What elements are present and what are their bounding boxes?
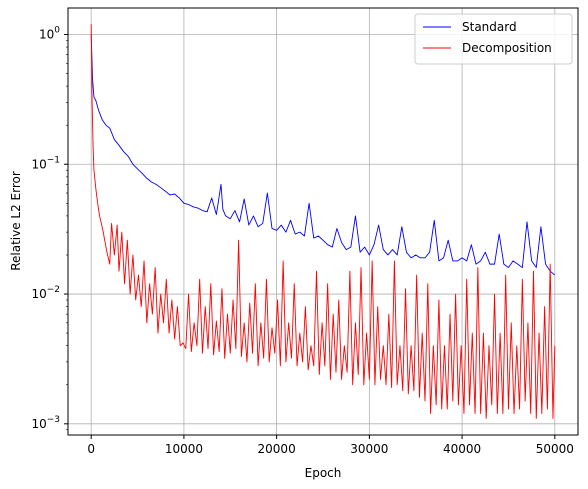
x-tick-label: 30000 <box>350 442 388 456</box>
legend: Standard Decomposition <box>414 13 573 65</box>
y-tick-label: 100 <box>39 25 60 41</box>
series-line-decomposition <box>90 24 556 419</box>
series-layer <box>90 24 556 419</box>
x-tick-label: 0 <box>87 442 95 456</box>
y-tick-label: 10−3 <box>31 415 60 431</box>
plot-frame <box>67 7 579 436</box>
y-axis-label: Relative L2 Error <box>9 171 23 271</box>
series-line-standard <box>90 34 556 276</box>
y-axis: 10−3 10−2 10−1 100 <box>31 25 68 431</box>
legend-label-decomposition: Decomposition <box>462 41 552 55</box>
legend-label-standard: Standard <box>462 20 517 34</box>
x-axis: 0 10000 20000 30000 40000 50000 <box>87 435 574 456</box>
y-tick-label: 10−1 <box>31 155 60 171</box>
x-tick-label: 10000 <box>165 442 203 456</box>
x-tick-label: 50000 <box>536 442 574 456</box>
x-tick-label: 40000 <box>443 442 481 456</box>
y-tick-label: 10−2 <box>31 285 60 301</box>
x-axis-label: Epoch <box>305 466 342 480</box>
legend-box <box>414 13 573 65</box>
x-tick-label: 20000 <box>258 442 296 456</box>
